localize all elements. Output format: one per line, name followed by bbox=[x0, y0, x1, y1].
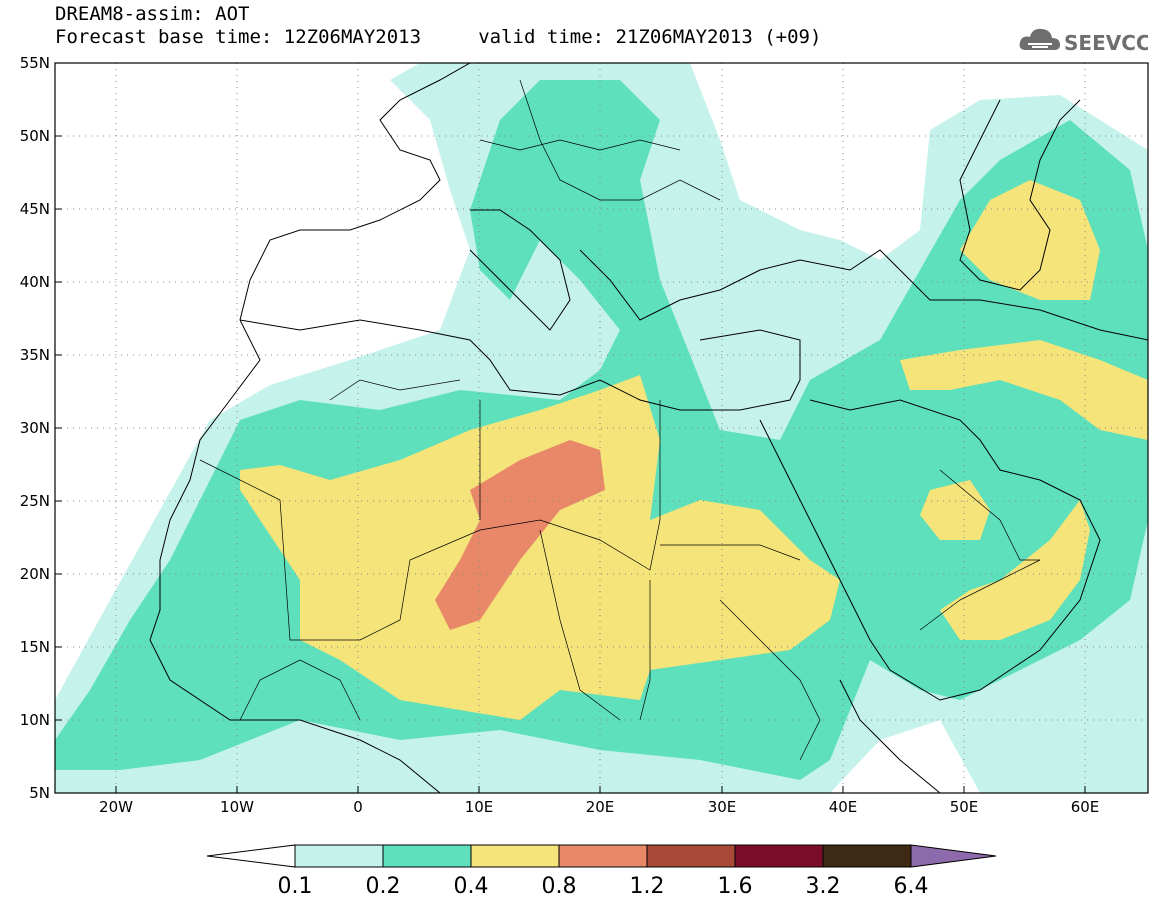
colorbar-label: 0.4 bbox=[454, 874, 489, 899]
colorbar-label: 1.6 bbox=[718, 874, 753, 899]
colorbar-high-arrow bbox=[910, 844, 997, 868]
colorbar-label: 3.2 bbox=[806, 874, 841, 899]
lat-label: 55N bbox=[20, 54, 50, 72]
aot-contour-0.4 bbox=[240, 375, 840, 720]
colorbar: 0.1 0.2 0.4 0.8 1.2 1.6 3.2 6.4 bbox=[206, 844, 997, 899]
lat-label: 20N bbox=[20, 565, 50, 583]
lon-label: 30E bbox=[708, 798, 737, 816]
aot-map: 55N 50N 45N 40N 35N 30N 25N 20N 15N 10N … bbox=[20, 54, 1149, 816]
colorbar-swatch bbox=[734, 844, 824, 868]
colorbar-label: 0.1 bbox=[278, 874, 313, 899]
lon-label: 60E bbox=[1071, 798, 1100, 816]
colorbar-swatch bbox=[294, 844, 384, 868]
colorbar-low-arrow bbox=[206, 844, 296, 868]
lon-label: 0 bbox=[353, 798, 363, 816]
lat-label: 40N bbox=[20, 273, 50, 291]
lat-label: 10N bbox=[20, 711, 50, 729]
colorbar-swatch bbox=[470, 844, 560, 868]
colorbar-label: 6.4 bbox=[894, 874, 929, 899]
colorbar-label: 0.8 bbox=[542, 874, 577, 899]
lat-label: 50N bbox=[20, 127, 50, 145]
colorbar-swatch bbox=[646, 844, 736, 868]
coastlines bbox=[149, 63, 1148, 793]
lat-label: 35N bbox=[20, 346, 50, 364]
title-line-2: Forecast base time: 12Z06MAY2013 valid t… bbox=[55, 26, 822, 48]
lat-label: 45N bbox=[20, 200, 50, 218]
lon-labels: 20W 10W 0 10E 20E 30E 40E 50E 60E bbox=[99, 798, 1099, 816]
lon-label: 20W bbox=[99, 798, 133, 816]
graticule bbox=[55, 63, 1148, 793]
lat-labels: 55N 50N 45N 40N 35N 30N 25N 20N 15N 10N … bbox=[20, 54, 50, 802]
lat-label: 5N bbox=[29, 784, 50, 802]
aot-fields bbox=[55, 63, 1148, 793]
lon-label: 20E bbox=[586, 798, 615, 816]
aot-contour-0.4-iran bbox=[900, 340, 1148, 440]
colorbar-swatch bbox=[558, 844, 648, 868]
tick-marks bbox=[55, 62, 1086, 794]
colorbar-swatch bbox=[822, 844, 912, 868]
colorbar-swatch bbox=[382, 844, 472, 868]
lon-label: 50E bbox=[950, 798, 979, 816]
colorbar-label: 0.2 bbox=[366, 874, 401, 899]
aot-contour-0.8 bbox=[435, 440, 605, 630]
lat-label: 30N bbox=[20, 419, 50, 437]
title-line-1: DREAM8-assim: AOT bbox=[55, 3, 250, 25]
aot-contour-0.4-arabia bbox=[940, 500, 1090, 640]
lon-label: 10W bbox=[220, 798, 254, 816]
lon-label: 10E bbox=[465, 798, 494, 816]
aot-contour-0.4-gulf bbox=[920, 480, 990, 540]
lat-label: 25N bbox=[20, 492, 50, 510]
lon-label: 40E bbox=[829, 798, 858, 816]
lat-label: 15N bbox=[20, 638, 50, 656]
colorbar-label: 1.2 bbox=[630, 874, 665, 899]
country-borders bbox=[199, 79, 1041, 761]
aot-contour-0.4-caspian bbox=[960, 180, 1100, 300]
